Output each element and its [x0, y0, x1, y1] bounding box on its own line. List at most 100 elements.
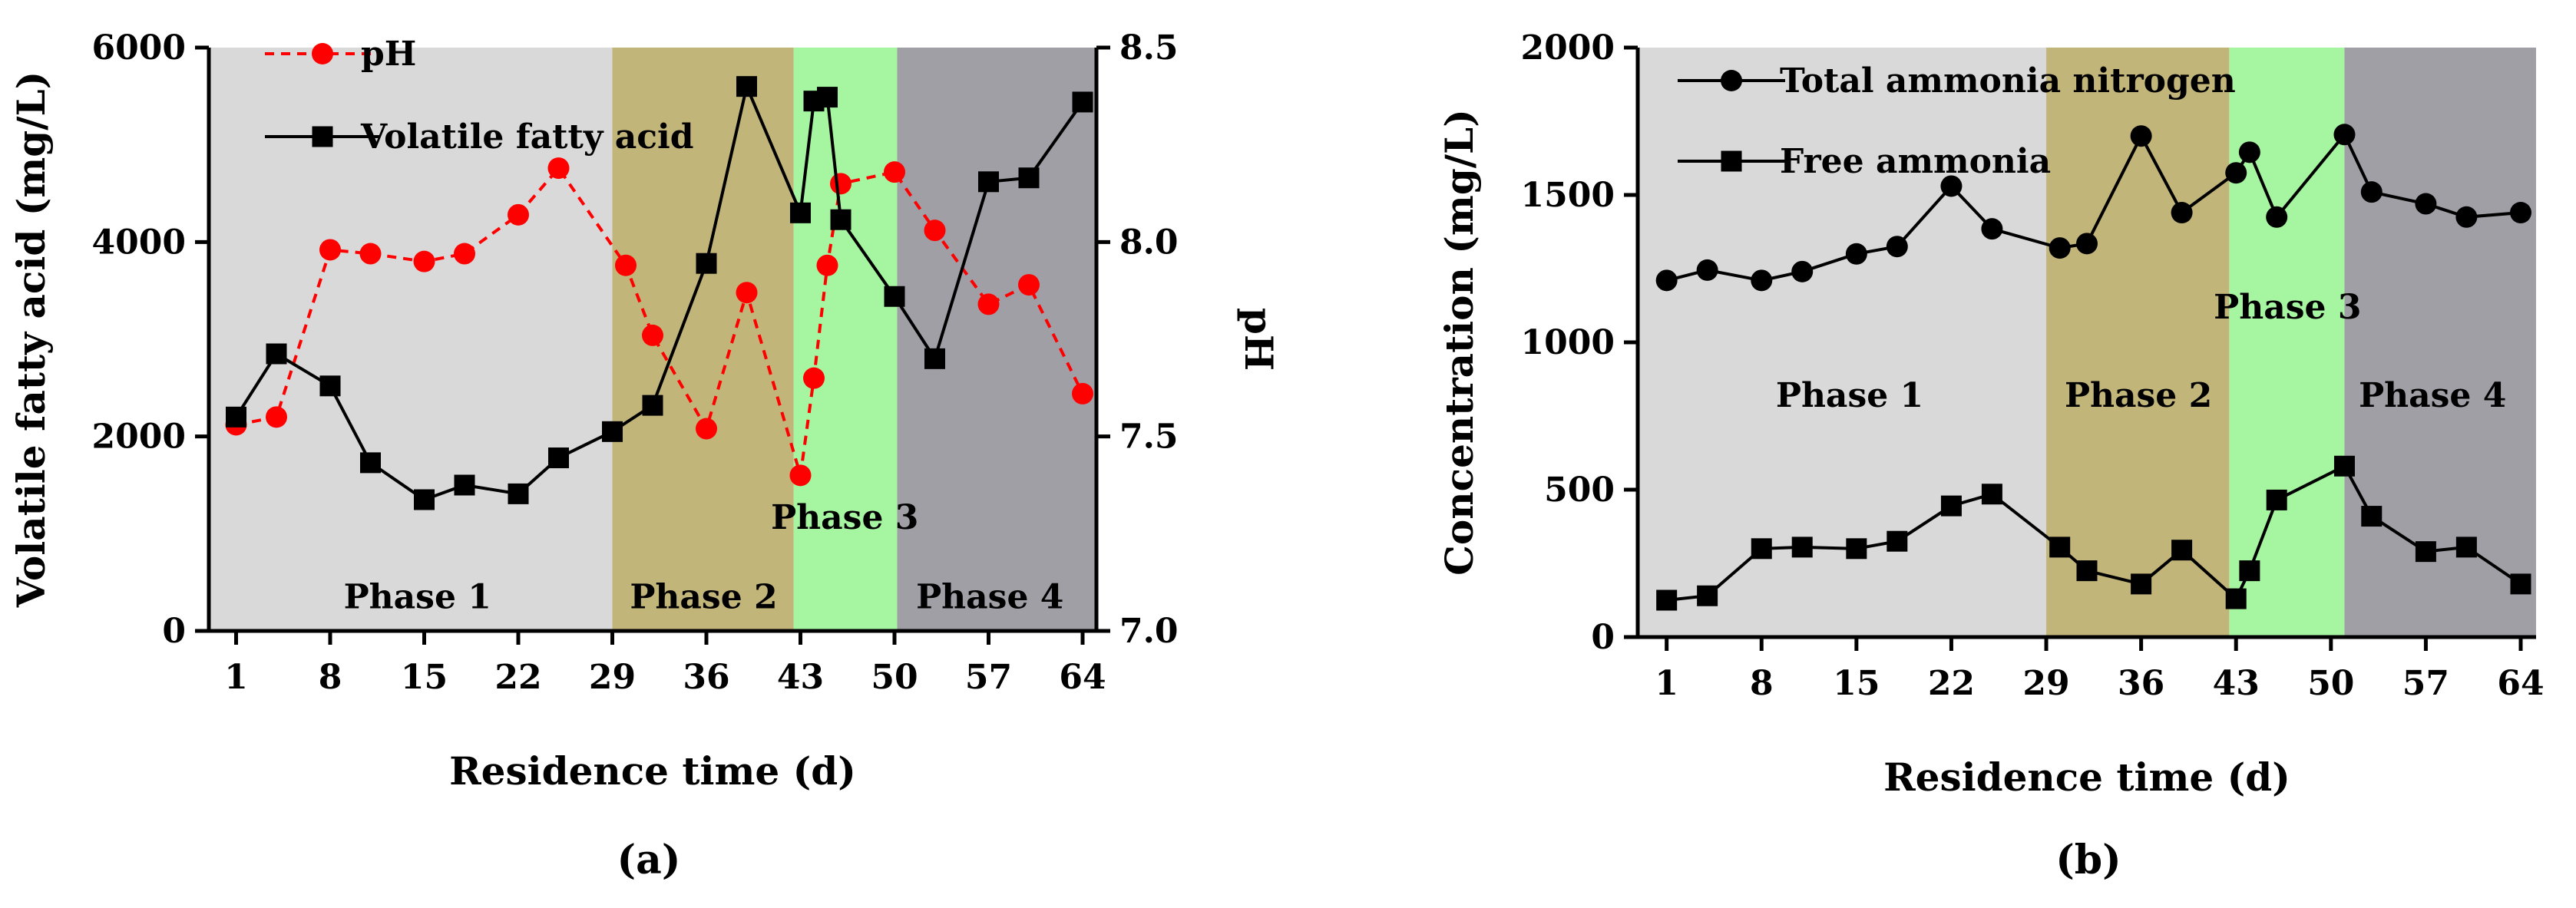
x-tick-label: 29	[589, 658, 636, 697]
y-axis-title: Volatile fatty acid (mg/L)	[8, 71, 54, 609]
phase-band	[897, 48, 1096, 631]
y-tick-label: 500	[1544, 471, 1615, 510]
data-point	[2510, 573, 2531, 595]
data-point	[2415, 193, 2437, 215]
data-point	[1697, 585, 1718, 606]
data-point	[266, 343, 287, 365]
data-point	[615, 254, 637, 276]
phase-label: Phase 4	[916, 578, 1063, 617]
x-axis-title: Residence time (d)	[1883, 754, 2290, 800]
phase-band	[612, 48, 794, 631]
phase-band	[1638, 48, 2047, 637]
data-point	[696, 253, 717, 274]
data-point	[830, 173, 852, 195]
legend-marker	[312, 43, 333, 64]
y2-tick-label: 7.0	[1119, 612, 1179, 651]
data-point	[978, 171, 999, 193]
y2-axis-title: pH	[1236, 308, 1281, 371]
phase-label: Phase 1	[344, 578, 491, 617]
data-point	[2266, 206, 2288, 228]
data-point	[508, 483, 529, 504]
data-point	[1018, 274, 1040, 296]
data-point	[2049, 237, 2071, 259]
data-point	[508, 203, 529, 226]
data-point	[2455, 537, 2477, 558]
data-point	[2239, 560, 2260, 582]
data-point	[642, 324, 663, 346]
x-tick-label: 22	[494, 658, 541, 697]
phase-label: Phase 1	[1776, 376, 1923, 415]
legend-label: Free ammonia	[1780, 142, 2051, 181]
y-tick-label: 2000	[1521, 28, 1615, 68]
data-point	[454, 474, 475, 496]
data-point	[789, 464, 812, 487]
data-point	[2360, 181, 2383, 203]
data-point	[1981, 218, 2003, 240]
y2-tick-label: 7.5	[1119, 418, 1179, 457]
panel-label: (a)	[617, 837, 681, 883]
data-point	[1791, 260, 1814, 282]
data-point	[2266, 489, 2287, 510]
data-point	[1751, 538, 1772, 560]
data-point	[602, 421, 623, 442]
x-axis-title: Residence time (d)	[449, 748, 856, 794]
phase-label: Phase 4	[2359, 376, 2506, 415]
data-point	[642, 395, 663, 416]
data-point	[1072, 382, 1093, 404]
data-point	[790, 202, 811, 223]
y-tick-label: 2000	[92, 418, 186, 457]
x-tick-label: 8	[319, 658, 342, 697]
data-point	[696, 418, 717, 440]
data-point	[1656, 589, 1678, 611]
data-point	[803, 367, 825, 389]
x-tick-label: 50	[871, 658, 918, 697]
x-tick-label: 36	[2118, 664, 2164, 703]
legend-label: Total ammonia nitrogen	[1780, 61, 2236, 101]
phase-label: Phase 2	[2065, 376, 2212, 415]
data-point	[2225, 588, 2247, 609]
data-point	[2415, 541, 2436, 563]
data-point	[2171, 540, 2193, 561]
y2-tick-label: 8.5	[1119, 28, 1179, 68]
legend-marker	[312, 126, 333, 147]
data-point	[2455, 206, 2478, 228]
data-point	[2076, 233, 2098, 255]
phase-label: Phase 2	[630, 578, 777, 617]
data-point	[884, 286, 905, 307]
data-point	[2049, 537, 2071, 558]
data-point	[1940, 175, 1963, 197]
y-tick-label: 6000	[92, 28, 186, 68]
data-point	[360, 452, 381, 474]
x-tick-label: 43	[777, 658, 824, 697]
data-point	[2076, 560, 2098, 582]
legend-label: pH	[361, 35, 416, 74]
y-tick-label: 0	[1591, 618, 1615, 657]
data-point	[830, 209, 852, 230]
x-tick-label: 43	[2213, 664, 2260, 703]
data-point	[454, 243, 475, 265]
data-point	[2225, 162, 2247, 184]
data-point	[413, 250, 435, 272]
y-tick-label: 0	[162, 612, 186, 651]
x-tick-label: 8	[1750, 664, 1774, 703]
data-point	[1072, 91, 1093, 113]
phase-label: Phase 3	[2214, 288, 2361, 327]
data-point	[2510, 202, 2531, 224]
phase-band	[793, 48, 898, 631]
phase-band	[2344, 48, 2536, 637]
x-tick-label: 1	[1655, 664, 1678, 703]
data-point	[1655, 269, 1678, 292]
data-point	[924, 220, 946, 242]
y-tick-label: 1500	[1521, 176, 1615, 215]
legend-marker	[1721, 70, 1742, 91]
data-point	[2361, 506, 2383, 527]
x-tick-label: 57	[965, 658, 1012, 697]
data-point	[359, 243, 382, 265]
data-point	[1751, 269, 1773, 292]
data-point	[2131, 573, 2152, 595]
data-point	[319, 239, 341, 261]
data-point	[1981, 484, 2002, 505]
phase-band	[2229, 48, 2345, 637]
data-point	[736, 282, 758, 304]
